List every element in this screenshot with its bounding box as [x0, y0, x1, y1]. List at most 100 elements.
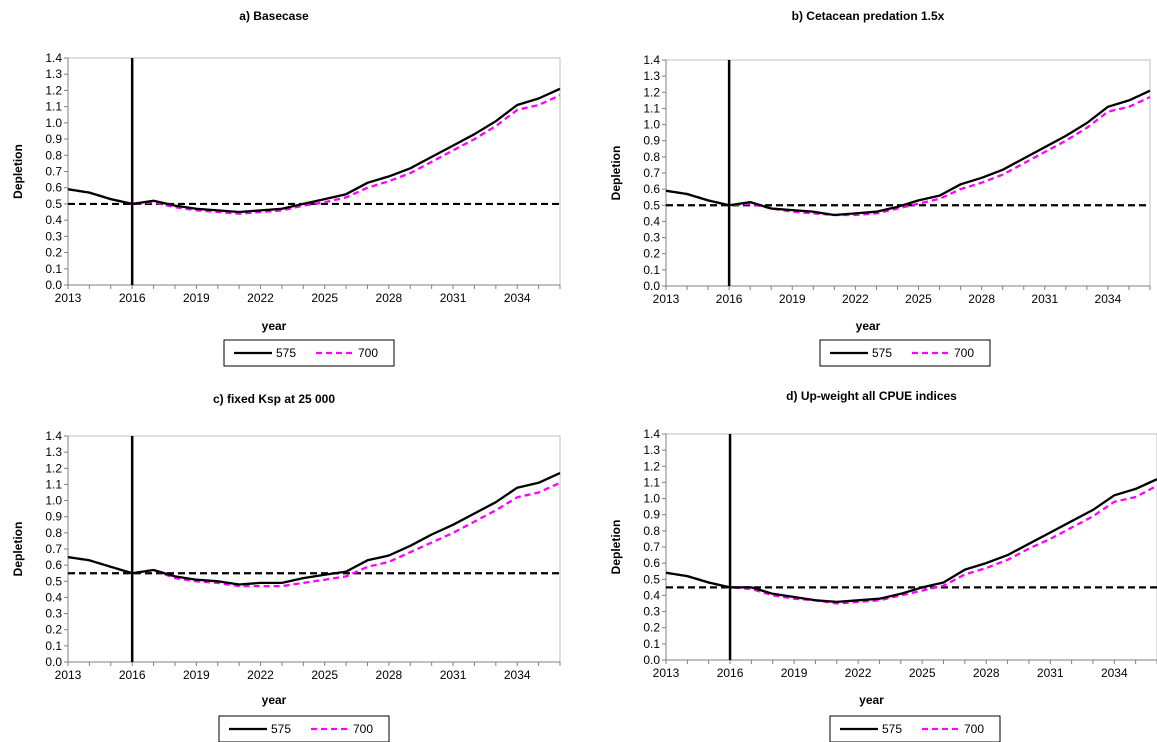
- series-line-575: [67, 87, 561, 214]
- chart-c: c) fixed Ksp at 25 000 0.0 0.1 0.2 0.3 0.4 0.5…: [11, 392, 561, 742]
- y-tick-label: 0.4: [45, 590, 62, 604]
- y-tick-label: 0.3: [643, 605, 660, 619]
- y-tick-label: 1.4: [45, 51, 62, 65]
- x-tick-label: 2025: [905, 292, 932, 306]
- y-tick-label: 1.4: [643, 427, 660, 441]
- series-line-575: [665, 478, 1157, 604]
- chart-title: a) Basecase: [239, 9, 309, 23]
- y-tick-label: 0.0: [643, 653, 660, 667]
- x-tick-label: 2016: [716, 292, 743, 306]
- y-tick-label: 0.3: [45, 607, 62, 621]
- y-tick-label: 0.0: [45, 655, 62, 669]
- chart-title: b) Cetacean predation 1.5x: [792, 9, 945, 23]
- x-tick-label: 2025: [909, 666, 936, 680]
- y-tick-label: 1.3: [643, 69, 660, 83]
- x-tick-label: 2019: [183, 291, 210, 305]
- y-tick-label: 1.3: [643, 443, 660, 457]
- x-axis-label: year: [262, 319, 287, 333]
- y-tick-label: 0.9: [45, 510, 62, 524]
- x-tick-label: 2019: [779, 292, 806, 306]
- legend-label-700: 700: [954, 346, 974, 360]
- y-tick-label: 0.6: [643, 182, 660, 196]
- legend: 575 700: [819, 339, 991, 367]
- legend: 575 700: [218, 715, 390, 742]
- legend-label-575: 575: [271, 722, 291, 736]
- x-tick-label: 2013: [653, 666, 680, 680]
- x-tick-label: 2022: [247, 291, 274, 305]
- y-tick-label: 0.3: [643, 231, 660, 245]
- y-tick-label: 1.0: [45, 116, 62, 130]
- x-tick-label: 2028: [968, 292, 995, 306]
- x-tick-label: 2031: [1037, 666, 1064, 680]
- x-tick-label: 2022: [845, 666, 872, 680]
- y-tick-label: 1.3: [45, 67, 62, 81]
- series-line-700: [67, 94, 561, 215]
- y-tick-label: 1.2: [45, 461, 62, 475]
- y-tick-label: 0.5: [45, 574, 62, 588]
- plot-area: [67, 57, 561, 286]
- chart-title: c) fixed Ksp at 25 000: [213, 392, 335, 406]
- y-tick-label: 0.7: [643, 540, 660, 554]
- series-line-575: [665, 89, 1151, 217]
- series-line-575: [67, 472, 561, 586]
- x-tick-label: 2031: [440, 668, 467, 682]
- y-tick-label: 0.7: [45, 542, 62, 556]
- chart-panel-b: b) Cetacean predation 1.5x 0.0 0.1 0.2 0.3 0.…: [590, 0, 1157, 372]
- y-tick-label: 0.1: [643, 637, 660, 651]
- x-tick-label: 2025: [311, 291, 338, 305]
- y-tick-label: 0.5: [643, 572, 660, 586]
- y-tick-label: 0.2: [45, 246, 62, 260]
- y-tick-label: 1.1: [45, 477, 62, 491]
- y-tick-label: 0.8: [45, 148, 62, 162]
- x-axis-label: year: [859, 693, 884, 707]
- legend: 575 700: [223, 339, 395, 367]
- y-tick-label: 0.0: [643, 279, 660, 293]
- legend-label-575: 575: [276, 346, 296, 360]
- x-tick-label: 2031: [440, 291, 467, 305]
- plot-area: [665, 59, 1151, 287]
- series-line-700: [665, 96, 1151, 217]
- plot-area: [665, 433, 1157, 661]
- y-tick-label: 1.4: [45, 429, 62, 443]
- x-axis-label: year: [856, 319, 881, 333]
- y-tick-label: 1.3: [45, 445, 62, 459]
- y-tick-label: 0.2: [45, 623, 62, 637]
- x-tick-label: 2013: [55, 668, 82, 682]
- y-tick-label: 1.1: [643, 101, 660, 115]
- y-tick-label: 0.5: [45, 197, 62, 211]
- legend-label-700: 700: [358, 346, 378, 360]
- x-tick-label: 2028: [973, 666, 1000, 680]
- y-tick-label: 1.1: [45, 100, 62, 114]
- y-tick-label: 0.9: [643, 134, 660, 148]
- y-tick-label: 1.2: [643, 459, 660, 473]
- chart-title: d) Up-weight all CPUE indices: [786, 389, 957, 403]
- chart-panel-c: c) fixed Ksp at 25 000 0.0 0.1 0.2 0.3 0.4 0.5…: [0, 372, 575, 742]
- x-tick-label: 2019: [183, 668, 210, 682]
- y-axis-label: Depletion: [11, 522, 25, 577]
- y-tick-label: 0.2: [643, 247, 660, 261]
- x-tick-label: 2028: [376, 668, 403, 682]
- x-axis-label: year: [262, 693, 287, 707]
- x-tick-label: 2016: [119, 668, 146, 682]
- y-tick-label: 1.0: [643, 492, 660, 506]
- x-tick-label: 2019: [781, 666, 808, 680]
- series-line-700: [665, 484, 1157, 605]
- y-tick-label: 0.4: [643, 214, 660, 228]
- y-tick-label: 0.9: [45, 132, 62, 146]
- y-tick-label: 0.1: [643, 263, 660, 277]
- y-tick-label: 0.8: [643, 150, 660, 164]
- y-tick-label: 1.2: [45, 83, 62, 97]
- y-tick-label: 1.0: [45, 494, 62, 508]
- x-tick-label: 2016: [717, 666, 744, 680]
- x-tick-label: 2022: [842, 292, 869, 306]
- plot-area: [67, 435, 561, 663]
- chart-panel-d: d) Up-weight all CPUE indices 0.0 0.1 0.2 0.…: [590, 372, 1157, 742]
- y-tick-label: 1.4: [643, 53, 660, 67]
- x-tick-label: 2031: [1031, 292, 1058, 306]
- y-tick-label: 0.1: [45, 639, 62, 653]
- y-tick-label: 0.2: [643, 621, 660, 635]
- legend: 575 700: [829, 715, 1001, 742]
- y-tick-label: 0.5: [643, 198, 660, 212]
- x-tick-label: 2034: [1095, 292, 1122, 306]
- x-tick-label: 2013: [55, 291, 82, 305]
